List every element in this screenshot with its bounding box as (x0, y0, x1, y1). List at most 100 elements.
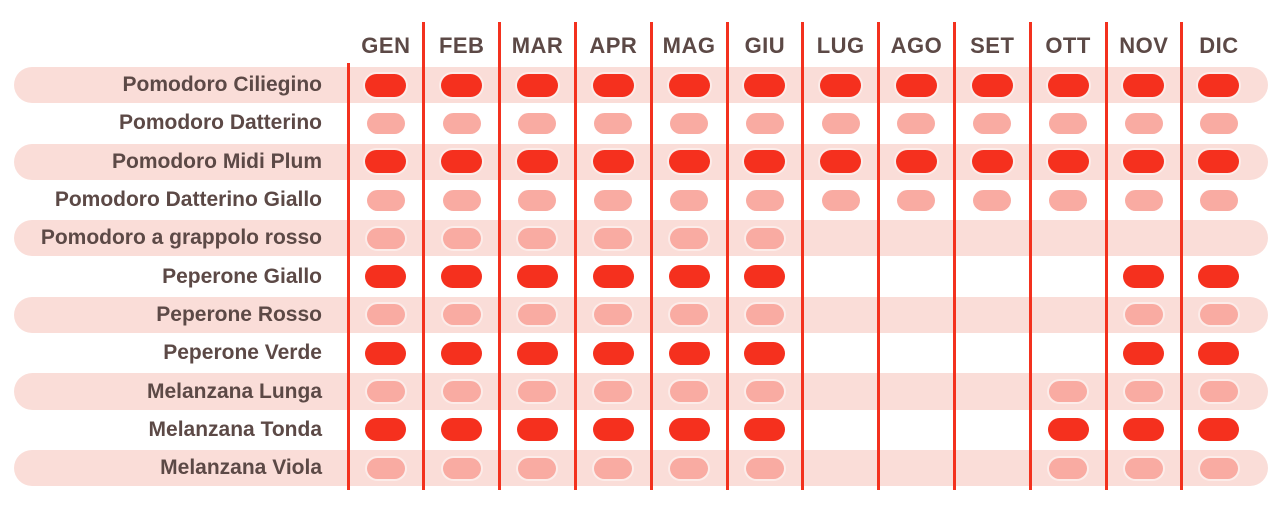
availability-pill-full (744, 73, 786, 97)
availability-cell (651, 104, 727, 142)
availability-cell (348, 334, 424, 372)
availability-cell (575, 411, 651, 449)
month-header-lug: LUG (816, 33, 865, 58)
availability-cell (727, 449, 803, 487)
availability-cell (500, 372, 576, 410)
availability-cell (879, 449, 955, 487)
availability-cell (424, 66, 500, 104)
availability-cell (954, 181, 1030, 219)
availability-pill-full (744, 150, 786, 174)
availability-cell (1030, 181, 1106, 219)
availability-cell (348, 411, 424, 449)
availability-cell (954, 372, 1030, 410)
availability-cell (803, 219, 879, 257)
availability-cell (1030, 257, 1106, 295)
availability-cell (1030, 219, 1106, 257)
availability-pill-partial (518, 112, 557, 134)
availability-cell (1030, 143, 1106, 181)
availability-cell (575, 372, 651, 410)
availability-cell (1182, 296, 1280, 334)
availability-cell (803, 372, 879, 410)
availability-pill-partial (821, 189, 860, 211)
availability-pill-partial (1049, 189, 1088, 211)
availability-cell (348, 257, 424, 295)
availability-cell (500, 66, 576, 104)
availability-cell (727, 104, 803, 142)
availability-cell (424, 143, 500, 181)
availability-cell (500, 334, 576, 372)
availability-cell (424, 334, 500, 372)
availability-pill-full (592, 418, 634, 442)
availability-pill-partial (745, 381, 784, 403)
availability-pill-partial (594, 381, 633, 403)
availability-cell (424, 104, 500, 142)
availability-pill-full (592, 265, 634, 289)
month-divider-line (649, 22, 653, 490)
month-divider-line (573, 22, 577, 490)
product-label: Peperone Verde (163, 341, 322, 365)
availability-cell (1182, 143, 1280, 181)
availability-pill-partial (442, 381, 481, 403)
availability-cell (348, 372, 424, 410)
availability-pill-full (592, 341, 634, 365)
availability-cell (1106, 296, 1182, 334)
availability-cell (879, 257, 955, 295)
availability-pill-partial (1124, 189, 1163, 211)
availability-cell (727, 334, 803, 372)
availability-cell (727, 372, 803, 410)
availability-cell (651, 334, 727, 372)
availability-pill-partial (518, 304, 557, 326)
availability-cell (954, 66, 1030, 104)
availability-cell (1030, 372, 1106, 410)
availability-cell (879, 334, 955, 372)
availability-cell (1030, 334, 1106, 372)
availability-pill-partial (518, 189, 557, 211)
availability-cell (803, 411, 879, 449)
availability-cell (1030, 296, 1106, 334)
availability-pill-full (1198, 418, 1240, 442)
month-header-ott: OTT (1045, 33, 1091, 58)
availability-cell (1182, 104, 1280, 142)
availability-cell (651, 66, 727, 104)
availability-pill-partial (745, 112, 784, 134)
availability-cell (954, 296, 1030, 334)
availability-cell (954, 257, 1030, 295)
availability-pill-full (1123, 150, 1165, 174)
availability-cell (1030, 104, 1106, 142)
month-divider-line (1028, 22, 1032, 490)
availability-pill-full (365, 341, 407, 365)
availability-cell (1106, 181, 1182, 219)
availability-cell (879, 66, 955, 104)
availability-pill-partial (670, 304, 709, 326)
availability-pill-full (365, 418, 407, 442)
availability-cell (879, 411, 955, 449)
availability-cell (424, 372, 500, 410)
availability-cell (1182, 219, 1280, 257)
availability-cell (954, 219, 1030, 257)
availability-cell (1030, 411, 1106, 449)
availability-cell (1106, 449, 1182, 487)
availability-pill-full (441, 418, 483, 442)
availability-cell (424, 449, 500, 487)
availability-cell (1106, 104, 1182, 142)
availability-pill-full (365, 73, 407, 97)
availability-cell (651, 296, 727, 334)
availability-pill-full (516, 73, 558, 97)
product-label: Peperone Rosso (156, 302, 322, 326)
availability-pill-full (441, 73, 483, 97)
availability-cell (803, 334, 879, 372)
availability-cell (1106, 334, 1182, 372)
availability-cell (575, 66, 651, 104)
availability-pill-full (668, 73, 710, 97)
availability-cell (803, 449, 879, 487)
availability-cell (727, 257, 803, 295)
availability-cell (500, 296, 576, 334)
availability-cell (879, 181, 955, 219)
availability-pill-full (516, 341, 558, 365)
availability-pill-full (744, 341, 786, 365)
availability-pill-partial (1199, 112, 1238, 134)
availability-pill-full (820, 150, 862, 174)
availability-cell (727, 411, 803, 449)
availability-pill-partial (1124, 381, 1163, 403)
availability-pill-full (895, 73, 937, 97)
